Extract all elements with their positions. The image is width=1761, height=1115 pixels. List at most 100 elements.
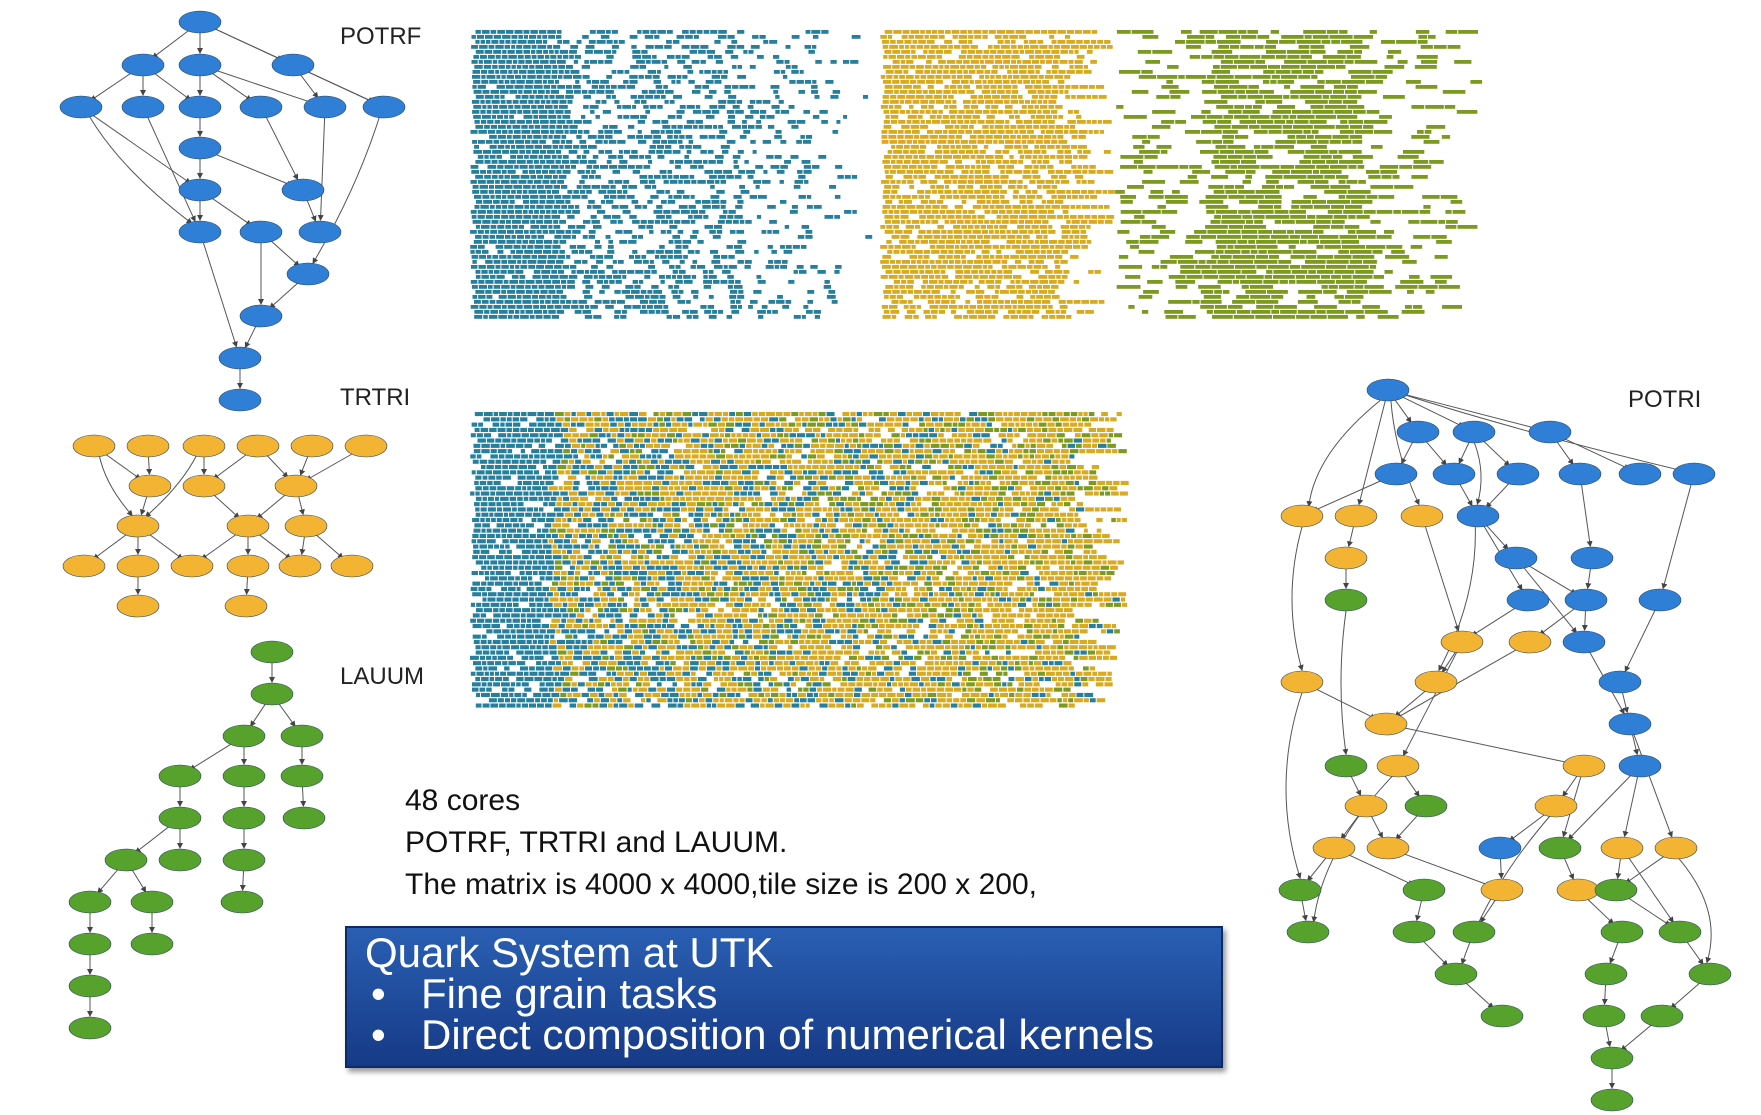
trace-task xyxy=(484,160,491,164)
trace-task xyxy=(760,110,767,114)
trace-task xyxy=(661,200,667,204)
trace-task xyxy=(1050,95,1058,99)
trace-task xyxy=(483,200,493,204)
trace-task xyxy=(905,100,912,104)
trace-task xyxy=(1349,135,1363,139)
trace-task xyxy=(474,120,480,124)
trace-task xyxy=(473,105,482,109)
trace-task xyxy=(593,275,598,279)
trace-task xyxy=(967,438,973,443)
trace-task xyxy=(1341,240,1360,244)
trace-task xyxy=(812,45,817,49)
trace-task xyxy=(504,300,514,304)
trace-task xyxy=(731,40,738,44)
trace-task xyxy=(894,285,899,289)
trace-task xyxy=(748,305,753,309)
trace-task xyxy=(1311,130,1319,134)
trace-task xyxy=(1120,200,1133,204)
trace-task xyxy=(703,280,712,284)
trace-task xyxy=(616,438,624,443)
trace-task xyxy=(1258,235,1270,239)
trace-task xyxy=(1004,300,1010,304)
trace-task xyxy=(1227,230,1241,234)
trace-task xyxy=(1228,305,1243,309)
trace-task xyxy=(1131,30,1154,34)
trace-task xyxy=(544,215,551,219)
trace-task xyxy=(493,470,502,475)
trace-task xyxy=(884,215,894,219)
trace-task xyxy=(610,85,617,89)
trace-task xyxy=(548,135,553,139)
trace-task xyxy=(610,422,617,427)
trace-task xyxy=(540,305,547,309)
trace-task xyxy=(551,155,557,159)
trace-task xyxy=(1055,454,1061,459)
trace-task xyxy=(518,60,525,64)
trace-task xyxy=(574,90,581,94)
trace-task xyxy=(536,40,542,44)
trace-task xyxy=(923,250,931,254)
trace-task xyxy=(483,315,488,319)
trace-task xyxy=(1076,443,1082,448)
trace-task xyxy=(970,155,976,159)
trace-task xyxy=(1038,275,1048,279)
trace-task xyxy=(930,443,940,448)
trace-task xyxy=(1052,135,1057,139)
trace-task xyxy=(657,300,666,304)
trace-task xyxy=(572,465,580,470)
trace-task xyxy=(837,417,842,422)
trace-task xyxy=(728,255,735,259)
trace-task xyxy=(938,240,945,244)
trace-task xyxy=(1052,417,1060,422)
trace-task xyxy=(1083,438,1092,443)
trace-task xyxy=(716,190,725,194)
trace-task xyxy=(530,175,537,179)
trace-task xyxy=(1137,50,1152,54)
trace-task xyxy=(645,45,654,49)
trace-task xyxy=(854,465,860,470)
trace-task xyxy=(572,300,578,304)
trace-task xyxy=(486,210,493,214)
trace-task xyxy=(501,210,507,214)
trace-task xyxy=(716,160,723,164)
trace-task xyxy=(1025,155,1032,159)
trace-task xyxy=(921,275,928,279)
trace-task xyxy=(552,475,559,480)
trace-task xyxy=(984,486,991,491)
trace-task xyxy=(1327,200,1351,204)
trace-task xyxy=(545,105,553,109)
trace-task xyxy=(1160,265,1168,269)
trace-task xyxy=(474,205,480,209)
trace-task xyxy=(708,438,714,443)
trace-task xyxy=(691,180,697,184)
trace-task xyxy=(737,240,747,244)
trace-task xyxy=(627,135,635,139)
trace-task xyxy=(1138,165,1156,169)
trace-task xyxy=(1013,170,1023,174)
trace-task xyxy=(1241,160,1257,164)
trace-task xyxy=(985,100,994,104)
trace-task xyxy=(835,443,844,448)
trace-task xyxy=(692,145,702,149)
trace-task xyxy=(1035,465,1041,470)
trace-task xyxy=(1061,145,1070,149)
trace-task xyxy=(992,260,1001,264)
trace-task xyxy=(1217,260,1229,264)
trace-task xyxy=(916,260,922,264)
trace-task xyxy=(934,175,941,179)
trace-task xyxy=(496,155,502,159)
trace-task xyxy=(742,433,749,438)
trace-task xyxy=(1228,110,1242,114)
trace-task xyxy=(625,480,633,485)
trace-task xyxy=(788,105,795,109)
trace-task xyxy=(748,125,755,129)
trace-task xyxy=(734,175,742,179)
trace-task xyxy=(904,486,910,491)
trace-task xyxy=(601,185,610,189)
trace-task xyxy=(1422,195,1440,199)
trace-task xyxy=(911,55,918,59)
trace-task xyxy=(1272,110,1291,114)
trace-task xyxy=(535,280,543,284)
trace-task xyxy=(1235,135,1249,139)
trace-task xyxy=(654,45,664,49)
